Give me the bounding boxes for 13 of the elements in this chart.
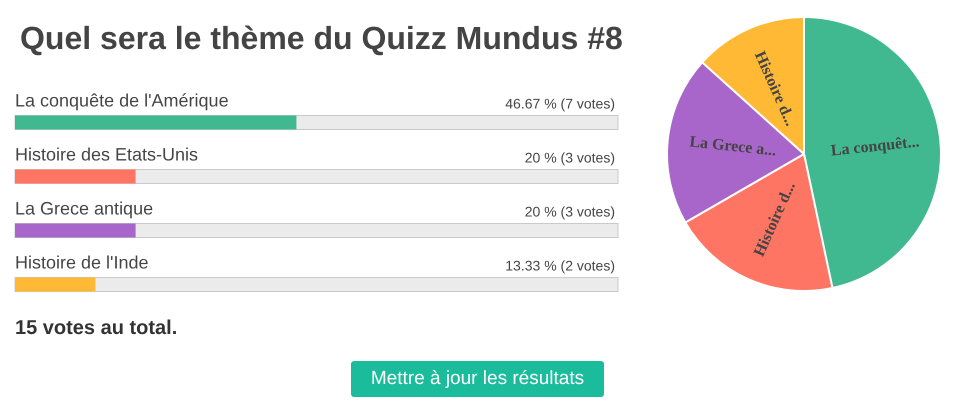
slice-label: La Grece a... [688,133,778,160]
data-label: 20 % (3 votes) [524,150,615,166]
update-results-button[interactable]: Mettre à jour les résultats [351,361,604,397]
y-tick-label: La Grece antique [15,198,154,218]
chart-title: Quel sera le thème du Quizz Mundus #8 [20,20,623,56]
slice-label: La conquêt... [830,133,920,160]
text: 15 votes au total. [15,317,178,340]
data-label: 13.33 % (2 votes) [505,258,615,274]
y-tick-label: Histoire des Etats-Unis [15,144,198,164]
data-label: 20 % (3 votes) [524,204,615,220]
y-tick-label: Histoire de l'Inde [15,252,149,272]
data-label: 46.67 % (7 votes) [505,96,615,112]
y-tick-label: La conquête de l'Amérique [15,90,229,110]
